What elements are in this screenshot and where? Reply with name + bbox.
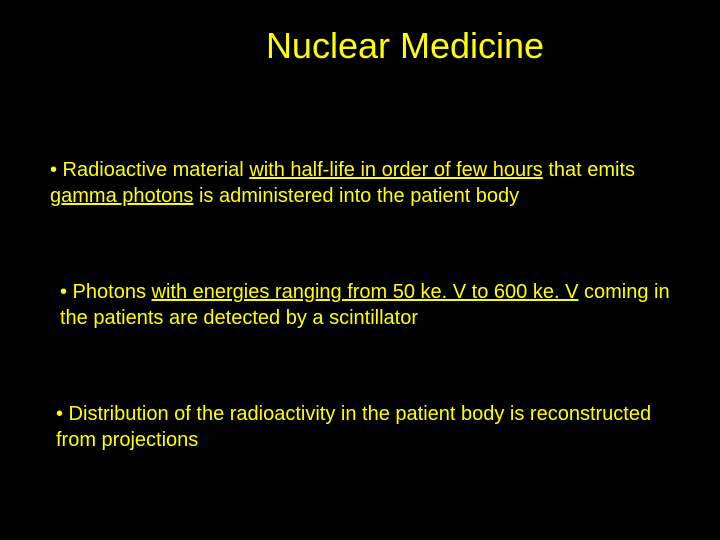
bullet-3: • Distribution of the radioactivity in t… — [50, 401, 670, 453]
bullet-1-underline-2: gamma photons — [50, 185, 193, 207]
bullet-2: • Photons with energies ranging from 50 … — [50, 279, 670, 331]
slide: Nuclear Medicine • Radioactive material … — [0, 0, 720, 540]
bullet-1-text-post: is administered into the patient body — [193, 185, 519, 207]
bullet-1-text-pre: • Radioactive material — [50, 159, 249, 181]
bullet-2-text-pre: • Photons — [60, 281, 152, 303]
bullet-3-text: • Distribution of the radioactivity in t… — [56, 403, 651, 451]
bullet-2-underline-1: with energies ranging from 50 ke. V to 6… — [152, 281, 579, 303]
bullet-1-underline-1: with half-life in order of few hours — [249, 159, 542, 181]
bullet-1-text-mid: that emits — [543, 159, 635, 181]
bullet-1: • Radioactive material with half-life in… — [50, 157, 670, 209]
slide-title: Nuclear Medicine — [50, 25, 670, 67]
